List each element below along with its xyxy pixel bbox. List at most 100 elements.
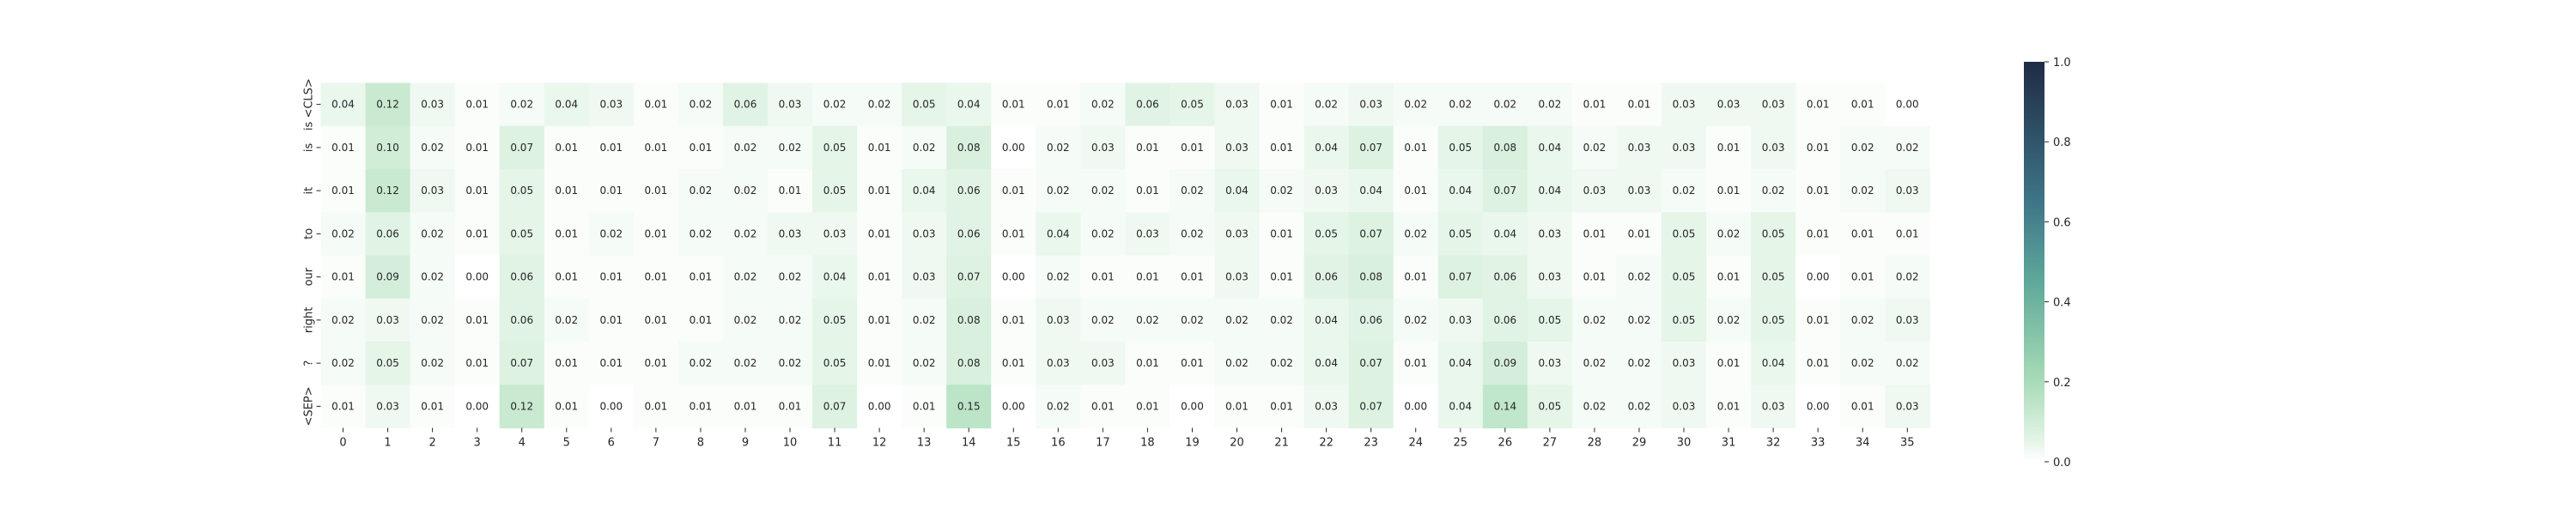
heatmap-cell <box>1259 298 1305 342</box>
cell-value-label: 0.01 <box>868 142 891 154</box>
x-tick-label: 23 <box>1364 437 1378 450</box>
heatmap-cell <box>1214 82 1261 127</box>
heatmap-cell <box>991 342 1036 385</box>
cell-value-label: 0.01 <box>465 142 489 154</box>
cell-value-label: 0.06 <box>1493 271 1516 283</box>
cell-value-label: 0.04 <box>1539 142 1562 154</box>
heatmap-cell <box>588 342 635 385</box>
heatmap-cell <box>544 385 590 429</box>
heatmap-cell <box>410 82 456 127</box>
cell-value-label: 0.02 <box>1762 185 1785 197</box>
cell-value-label: 0.02 <box>913 142 936 154</box>
cell-value-label: 0.05 <box>1539 400 1562 412</box>
cell-value-label: 0.02 <box>421 357 444 369</box>
heatmap-cell <box>1348 255 1394 300</box>
heatmap-cell <box>722 125 769 170</box>
cell-value-label: 0.12 <box>376 185 399 197</box>
cell-value-label: 0.02 <box>734 271 757 283</box>
heatmap-cell <box>677 342 724 385</box>
heatmap-cell <box>1259 82 1305 127</box>
cell-value-label: 0.02 <box>823 99 847 111</box>
cell-value-label: 0.03 <box>913 227 936 239</box>
heatmap-cell <box>812 125 858 170</box>
cell-value-label: 0.04 <box>1359 185 1382 197</box>
heatmap-cell <box>1393 125 1439 170</box>
cell-value-label: 0.01 <box>465 227 489 239</box>
cell-value-label: 0.02 <box>1404 227 1427 239</box>
cell-value-label: 0.05 <box>1315 227 1338 239</box>
cell-value-label: 0.03 <box>1136 227 1159 239</box>
heatmap-cell <box>1616 255 1662 300</box>
x-tick-label: 1 <box>384 437 391 450</box>
heatmap-cell <box>1751 82 1796 127</box>
heatmap-cell <box>1885 82 1930 127</box>
heatmap-cell <box>1303 255 1350 300</box>
cell-value-label: 0.03 <box>1673 142 1696 154</box>
heatmap-cell <box>722 82 769 127</box>
cell-value-label: 0.01 <box>1002 227 1025 239</box>
x-tick-label: 10 <box>783 437 798 450</box>
cell-value-label: 0.01 <box>1136 185 1159 197</box>
heatmap-cell <box>1795 125 1841 170</box>
cell-value-label: 0.04 <box>1449 185 1472 197</box>
cell-value-label: 0.01 <box>465 185 489 197</box>
heatmap-cell <box>722 342 769 385</box>
heatmap-cell <box>1795 82 1841 127</box>
cell-value-label: 0.09 <box>1493 357 1516 369</box>
heatmap-cell <box>454 298 501 342</box>
cell-value-label: 0.05 <box>510 227 533 239</box>
y-tick-label: is <box>303 142 316 152</box>
x-tick-label: 25 <box>1454 437 1468 450</box>
x-tick-label: 15 <box>1006 437 1021 450</box>
x-tick-label: 6 <box>608 437 615 450</box>
cell-value-label: 0.01 <box>599 185 623 197</box>
heatmap-cell <box>499 385 545 429</box>
cell-value-label: 0.07 <box>1493 185 1516 197</box>
cell-value-label: 0.01 <box>1807 357 1830 369</box>
cell-value-label: 0.01 <box>555 142 578 154</box>
heatmap-cell <box>1348 298 1394 342</box>
cell-value-label: 0.01 <box>465 357 489 369</box>
heatmap-cell <box>633 342 679 385</box>
x-tick-label: 4 <box>519 437 526 450</box>
heatmap-cell <box>991 385 1036 429</box>
heatmap-cell <box>902 298 947 342</box>
cell-value-label: 0.01 <box>1628 227 1651 239</box>
heatmap-cell <box>1571 212 1618 257</box>
heatmap-cell <box>633 255 679 300</box>
cell-value-label: 0.05 <box>1762 314 1785 326</box>
x-tick-label: 2 <box>428 437 435 450</box>
cell-value-label: 0.04 <box>1493 227 1516 239</box>
cell-value-label: 0.02 <box>1493 99 1516 111</box>
cell-value-label: 0.03 <box>779 99 802 111</box>
heatmap-cell <box>1662 255 1707 300</box>
heatmap-cell <box>1795 169 1841 213</box>
cell-value-label: 0.05 <box>1673 314 1696 326</box>
cell-value-label: 0.04 <box>1539 185 1562 197</box>
cell-value-label: 0.01 <box>599 357 623 369</box>
heatmap-cell <box>588 298 635 342</box>
heatmap-cell <box>1303 212 1350 257</box>
x-tick-label: 34 <box>1856 437 1870 450</box>
heatmap-cell <box>365 212 411 257</box>
heatmap-cell <box>1571 385 1618 429</box>
heatmap-cell <box>1616 212 1662 257</box>
colorbar-gradient <box>2024 62 2044 462</box>
heatmap-cell <box>1706 212 1752 257</box>
heatmap-cell <box>1751 169 1796 213</box>
x-tick-label: 8 <box>697 437 704 450</box>
cell-value-label: 0.02 <box>1181 314 1204 326</box>
heatmap-cell <box>320 298 367 342</box>
heatmap-cell <box>946 298 992 342</box>
heatmap-cell <box>1616 298 1662 342</box>
heatmap-cell <box>1527 342 1573 385</box>
heatmap-cell <box>410 125 456 170</box>
cell-value-label: 0.02 <box>1047 142 1070 154</box>
cell-value-label: 0.05 <box>1539 314 1562 326</box>
cell-value-label: 0.09 <box>376 271 399 283</box>
cell-value-label: 0.01 <box>1181 357 1204 369</box>
heatmap-cell <box>677 255 724 300</box>
heatmap-cell <box>1616 169 1662 213</box>
heatmap-cell <box>722 212 769 257</box>
cell-value-label: 0.03 <box>1762 400 1785 412</box>
